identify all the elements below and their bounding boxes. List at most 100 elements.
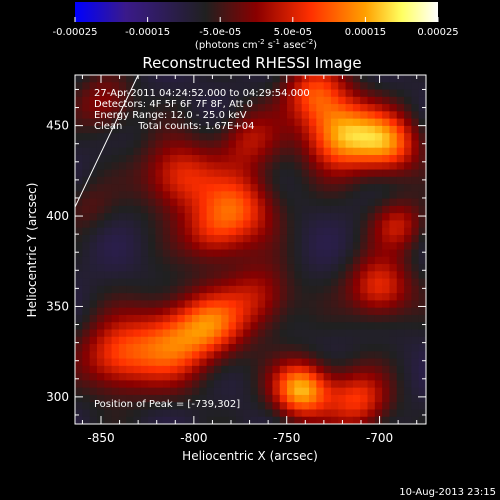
- heatmap-cell: [367, 380, 376, 389]
- heatmap-cell: [404, 264, 412, 272]
- heatmap-cell: [89, 162, 98, 171]
- heatmap-cell: [257, 264, 266, 272]
- heatmap-cell: [418, 373, 426, 381]
- heatmap-cell: [404, 256, 412, 265]
- heatmap-cell: [389, 162, 398, 171]
- heatmap-cell: [162, 358, 171, 367]
- heatmap-cell: [243, 293, 252, 301]
- heatmap-cell: [294, 147, 303, 156]
- heatmap-cell: [287, 380, 295, 389]
- heatmap-cell: [111, 409, 120, 418]
- heatmap-cell: [323, 205, 332, 214]
- heatmap-cell: [192, 169, 200, 178]
- heatmap-cell: [418, 227, 426, 236]
- heatmap-cell: [155, 293, 164, 301]
- heatmap-cell: [382, 264, 391, 272]
- heatmap-cell: [411, 125, 420, 134]
- heatmap-cell: [118, 387, 127, 396]
- heatmap-cell: [309, 329, 317, 338]
- heatmap-cell: [221, 409, 230, 418]
- heatmap-cell: [162, 96, 171, 105]
- heatmap-cell: [374, 336, 383, 345]
- heatmap-cell: [301, 154, 310, 163]
- heatmap-cell: [287, 198, 295, 207]
- heatmap-cell: [294, 242, 303, 251]
- heatmap-cell: [199, 344, 208, 352]
- heatmap-cell: [206, 198, 215, 207]
- heatmap-cell: [228, 118, 237, 127]
- heatmap-cell: [221, 256, 230, 265]
- heatmap-cell: [221, 394, 230, 403]
- heatmap-cell: [374, 344, 383, 352]
- heatmap-cell: [199, 198, 208, 207]
- heatmap-cell: [404, 111, 412, 120]
- heatmap-cell: [338, 394, 347, 403]
- heatmap-cell: [294, 234, 303, 243]
- heatmap-cell: [104, 140, 113, 149]
- heatmap-cell: [287, 191, 295, 200]
- heatmap-cell: [82, 147, 91, 156]
- heatmap-cell: [367, 293, 376, 301]
- heatmap-cell: [199, 96, 208, 105]
- heatmap-cell: [250, 133, 259, 142]
- heatmap-cell: [221, 365, 230, 374]
- heatmap-cell: [104, 82, 113, 91]
- heatmap-cell: [382, 358, 391, 367]
- heatmap-cell: [294, 220, 303, 229]
- heatmap-cell: [140, 380, 149, 389]
- heatmap-cell: [118, 256, 127, 265]
- heatmap-cell: [411, 307, 420, 316]
- heatmap-cell: [287, 307, 295, 316]
- heatmap-cell: [396, 373, 405, 381]
- heatmap-cell: [396, 351, 405, 360]
- heatmap-cell: [367, 111, 376, 120]
- heatmap-cell: [89, 82, 98, 91]
- heatmap-cell: [316, 416, 325, 424]
- heatmap-cell: [345, 169, 354, 178]
- heatmap-cell: [184, 307, 193, 316]
- heatmap-cell: [133, 416, 142, 424]
- heatmap-cell: [345, 256, 354, 265]
- heatmap-cell: [177, 220, 186, 229]
- heatmap-cell: [301, 169, 310, 178]
- heatmap-cell: [177, 242, 186, 251]
- heatmap-cell: [162, 300, 171, 309]
- heatmap-cell: [111, 329, 120, 338]
- heatmap-cell: [294, 387, 303, 396]
- heatmap-cell: [265, 285, 274, 294]
- heatmap-cell: [352, 96, 361, 105]
- heatmap-cell: [250, 271, 259, 280]
- heatmap-cell: [177, 409, 186, 418]
- heatmap-cell: [126, 89, 135, 98]
- heatmap-cell: [192, 278, 200, 287]
- heatmap-cell: [140, 402, 149, 411]
- heatmap-cell: [396, 278, 405, 287]
- heatmap-cell: [140, 133, 149, 142]
- heatmap-cell: [345, 162, 354, 171]
- heatmap-cell: [228, 191, 237, 200]
- heatmap-cell: [418, 264, 426, 272]
- heatmap-cell: [301, 140, 310, 149]
- heatmap-cell: [411, 387, 420, 396]
- heatmap-cell: [104, 227, 113, 236]
- heatmap-cell: [155, 314, 164, 323]
- heatmap-cell: [309, 365, 317, 374]
- heatmap-cell: [155, 82, 164, 91]
- heatmap-cell: [382, 416, 391, 424]
- heatmap-cell: [118, 125, 127, 134]
- heatmap-cell: [250, 205, 259, 214]
- heatmap-cell: [148, 285, 157, 294]
- heatmap-cell: [345, 191, 354, 200]
- heatmap-cell: [287, 140, 295, 149]
- heatmap-cell: [89, 402, 98, 411]
- heatmap-cell: [396, 111, 405, 120]
- heatmap-cell: [235, 147, 244, 156]
- heatmap-cell: [389, 154, 398, 163]
- heatmap-cell: [199, 394, 208, 403]
- heatmap-cell: [330, 133, 339, 142]
- heatmap-cell: [360, 111, 369, 120]
- heatmap-cell: [345, 111, 354, 120]
- heatmap-cell: [294, 111, 303, 120]
- heatmap-cell: [396, 256, 405, 265]
- heatmap-cell: [389, 184, 398, 192]
